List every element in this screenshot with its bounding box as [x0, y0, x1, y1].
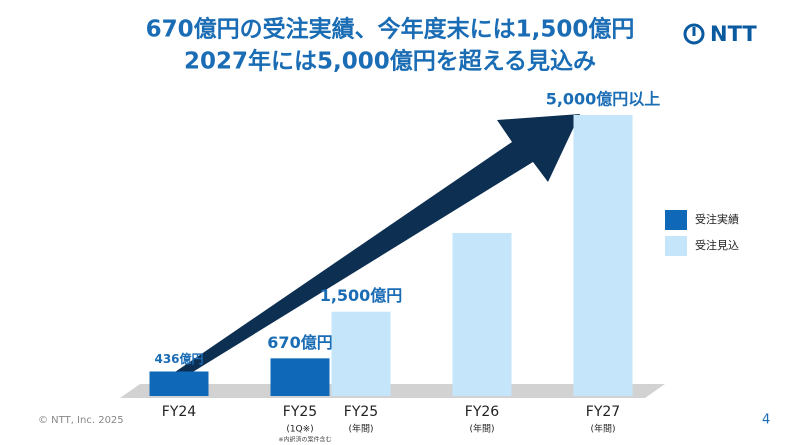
logo-mark: [683, 23, 705, 45]
title-line: 2027年には5,000億円を超える見込み: [184, 48, 596, 75]
value-label: 5,000億円以上: [546, 90, 661, 109]
bar: [270, 358, 330, 396]
value-label: 670億円: [267, 333, 332, 352]
x-tick-label: FY26: [465, 404, 500, 420]
bar: [573, 115, 633, 396]
bar: [149, 371, 209, 396]
footnote: ※内訳済の案件含む: [278, 436, 331, 444]
bar: [452, 233, 512, 396]
bar: [331, 311, 391, 396]
x-tick-note: (年間): [348, 423, 373, 435]
logo-text: NTT: [710, 22, 757, 46]
x-tick-label: FY24: [162, 404, 197, 420]
legend-label: 受注見込: [695, 238, 739, 252]
footer: © NTT, Inc. 2025: [38, 415, 124, 426]
x-tick-label: FY25: [344, 404, 378, 420]
legend-swatch: [665, 236, 687, 256]
value-label: 436億円: [154, 351, 203, 366]
legend-label: 受注実績: [695, 212, 739, 226]
logo: NTT: [683, 22, 757, 46]
title-line: 670億円の受注実績、今年度末には1,500億円: [146, 16, 635, 43]
value-label: 1,500億円: [320, 286, 403, 305]
legend-swatch: [665, 210, 687, 230]
x-tick-label: FY27: [586, 404, 620, 420]
floor: [120, 384, 665, 398]
page-number: 4: [762, 413, 770, 428]
x-tick-label: FY25: [283, 404, 317, 420]
growth-arrow: [175, 114, 580, 378]
x-tick-note: (1Q※): [286, 425, 313, 435]
x-tick-note: (年間): [469, 423, 494, 435]
x-tick-note: (年間): [590, 423, 615, 435]
